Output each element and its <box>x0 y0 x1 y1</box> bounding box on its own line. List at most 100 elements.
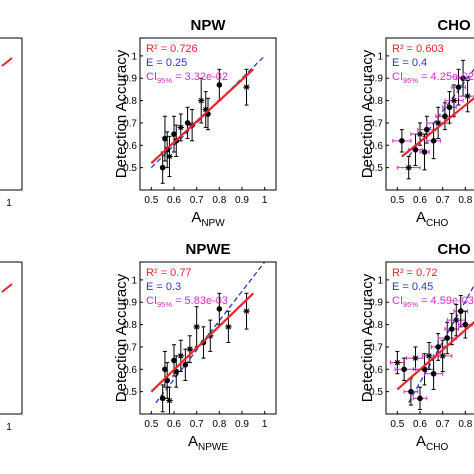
y-tick-label: 0.5 <box>369 387 383 398</box>
data-point-star <box>425 352 433 360</box>
data-point-dot <box>417 395 423 402</box>
ci-value: = 4.59e-03 <box>418 295 474 307</box>
y-tick-label: 1 <box>131 51 137 62</box>
y-tick-label: 0.9 <box>369 74 383 85</box>
ci-value: = 5.83e-03 <box>172 295 228 307</box>
r-squared-text: R² = 0.726 <box>146 43 198 55</box>
partial-fit-line <box>1 57 13 67</box>
x-axis-label-main: A <box>188 433 198 450</box>
x-tick-label: 0.9 <box>235 419 249 430</box>
panel-npwe: NPWE Detection Accuracy ANPWE R² = 0.77 … <box>113 241 277 453</box>
x-tick-label: 0.5 <box>144 419 158 430</box>
x-tick-label: 1 <box>262 195 268 206</box>
y-tick-label: 0.7 <box>369 342 383 353</box>
fit-line <box>396 320 474 391</box>
partial-fit-line <box>1 283 13 293</box>
y-tick-label: 0.6 <box>123 365 137 376</box>
data-point-dot <box>216 82 223 88</box>
x-tick-label: 0.5 <box>390 195 404 206</box>
data-point-star <box>453 316 460 324</box>
panel-cho-bottom: CHO Detection Accuracy ACHO R² = 0.72 E … <box>359 241 474 453</box>
efficiency-text: E = 0.4 <box>392 57 427 69</box>
data-point-dot <box>421 149 428 155</box>
data-point-dot <box>162 135 168 142</box>
data-point-dot <box>408 388 414 395</box>
x-axis-label: ANPW <box>191 209 225 229</box>
data-point-star <box>225 323 232 331</box>
y-tick-label: 0.6 <box>123 141 137 152</box>
x-axis-label-main: A <box>191 209 201 226</box>
plot-area <box>150 55 266 184</box>
partial-panel-left-top: 1 <box>0 37 23 209</box>
y-tick-label: 0.8 <box>369 320 383 331</box>
y-tick-label: 0.7 <box>369 118 383 129</box>
data-point-dot <box>458 308 464 314</box>
y-tick-label: 1 <box>377 51 383 62</box>
data-point-star <box>166 153 173 160</box>
y-tick-label: 0.8 <box>123 96 137 107</box>
data-point-dot <box>455 84 462 90</box>
panel-title: NPWE <box>186 241 231 258</box>
y-axis-label: Detection Accuracy <box>113 49 130 178</box>
data-point-dot <box>435 344 441 350</box>
data-point-star <box>434 119 442 127</box>
data-point-star <box>439 352 446 360</box>
x-tick-label: 0.7 <box>436 419 450 430</box>
y-tick-label: 0.5 <box>123 387 137 398</box>
x-tick-label: 0.6 <box>167 419 181 430</box>
r-squared-text: R² = 0.603 <box>392 43 444 55</box>
x-axis-label-sub: NPW <box>201 218 225 229</box>
y-tick-label: 0.9 <box>123 74 137 85</box>
data-point-dot <box>216 306 223 312</box>
stats-annotation: R² = 0.72 E = 0.45 CI95% = 4.59e-03 <box>392 267 474 309</box>
data-point-star <box>193 323 200 331</box>
x-tick-label: 0.8 <box>212 419 226 430</box>
x-axis-label-main: A <box>416 209 426 226</box>
panel-title: NPW <box>191 17 227 34</box>
partial-tick-label: 1 <box>6 422 12 433</box>
y-tick-label: 0.8 <box>369 96 383 107</box>
data-point-dot <box>399 138 405 144</box>
confidence-interval-text: CI95% = 4.59e-03 <box>392 295 474 309</box>
data-point-star <box>177 124 184 131</box>
data-point-dot <box>462 321 469 328</box>
ci-value: = 3.32e-02 <box>172 71 228 83</box>
data-point-dot <box>448 326 455 332</box>
x-tick-label: 0.5 <box>144 195 158 206</box>
data-point-star <box>405 164 412 171</box>
x-tick-label: 0.7 <box>190 195 204 206</box>
y-tick-label: 0.6 <box>369 365 383 376</box>
partial-tick-label: 1 <box>6 198 12 209</box>
data-point-dot <box>446 104 453 111</box>
ci-prefix: CI <box>146 295 157 307</box>
ci-sub: 95% <box>157 300 172 309</box>
plot-area <box>150 262 266 414</box>
data-point-dot <box>401 366 407 373</box>
x-tick-label: 0.6 <box>413 419 427 430</box>
efficiency-text: E = 0.45 <box>392 281 433 293</box>
stats-annotation: R² = 0.77 E = 0.3 CI95% = 5.83e-03 <box>146 267 228 309</box>
x-tick-label: 0.8 <box>458 195 472 206</box>
y-tick-label: 0.9 <box>123 298 137 309</box>
stats-annotation: R² = 0.726 E = 0.25 CI95% = 3.32e-02 <box>146 43 228 85</box>
x-tick-label: 0.6 <box>413 195 427 206</box>
data-point-star <box>394 359 401 366</box>
data-point-star <box>166 397 173 404</box>
ci-sub: 95% <box>403 76 418 85</box>
data-point-dot <box>159 395 166 402</box>
x-axis-label: ACHO <box>416 433 448 453</box>
data-point-star <box>186 345 194 353</box>
data-point-dot <box>184 120 191 126</box>
data-point-dot <box>412 146 419 153</box>
confidence-interval-text: CI95% = 4.25e-02 <box>392 71 474 85</box>
x-tick-label: 0.6 <box>167 195 181 206</box>
panel-title: CHO <box>437 17 471 34</box>
y-tick-label: 1 <box>131 275 137 286</box>
data-point-dot <box>182 362 189 368</box>
y-tick-label: 0.5 <box>123 163 137 174</box>
y-tick-label: 0.7 <box>123 342 137 353</box>
fit-line <box>150 292 255 393</box>
y-axis-label: Detection Accuracy <box>359 273 376 402</box>
y-tick-label: 0.7 <box>123 118 137 129</box>
panel-title: CHO <box>437 241 471 258</box>
